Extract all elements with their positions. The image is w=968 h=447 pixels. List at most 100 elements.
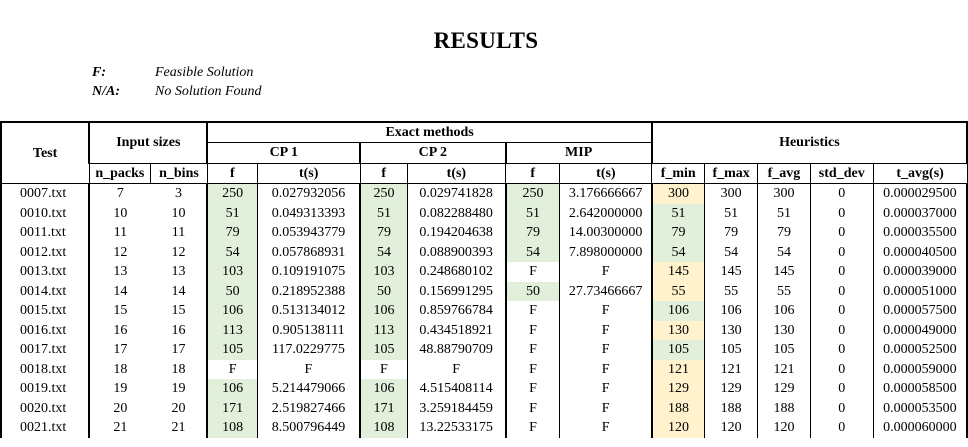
cell-cp1-t: 0.218952388 <box>256 281 361 301</box>
cell-cp1-t: 8.500796449 <box>256 418 361 438</box>
cell-f-min: 106 <box>650 301 705 321</box>
cell-cp2-t: 0.194204638 <box>406 223 506 243</box>
cell-f-max: 106 <box>704 301 758 321</box>
cell-t-avg: 0.000059000 <box>872 359 968 379</box>
cell-f-min: 145 <box>650 262 705 282</box>
header-mip-f: f <box>504 162 561 184</box>
cell-f-max: 130 <box>704 320 758 340</box>
table-row: 0017.txt 17 17 105 117.0229775 105 48.88790709… <box>0 340 968 360</box>
cell-cp1-f: 108 <box>206 418 258 438</box>
header-t-avg: t_avg(s) <box>872 162 968 184</box>
cell-f-min: 51 <box>650 203 705 223</box>
cell-test: 0013.txt <box>0 262 90 282</box>
cell-t-avg: 0.000040500 <box>872 242 968 262</box>
cell-cp2-f: F <box>359 359 408 379</box>
cell-test: 0019.txt <box>0 379 90 399</box>
cell-cp1-f: F <box>206 359 258 379</box>
cell-f-avg: 105 <box>757 340 811 360</box>
cell-n-packs: 10 <box>88 203 151 223</box>
cell-f-max: 79 <box>704 223 758 243</box>
cell-t-avg: 0.000052500 <box>872 340 968 360</box>
table-row: 0018.txt 18 18 F F F F F F 121 121 121 0 0.000059000 <box>0 359 968 379</box>
cell-n-bins: 17 <box>171 342 186 358</box>
cell-mip-f: F <box>504 262 560 282</box>
cell-n-packs: 20 <box>88 398 151 418</box>
cell-n-bins: 13 <box>171 264 186 280</box>
cell-n-packs: 12 <box>88 242 151 262</box>
cell-cp2-f: 50 <box>359 281 408 301</box>
cell-f-max: 55 <box>704 281 758 301</box>
cell-f-max: 51 <box>704 203 758 223</box>
cell-mip-f: F <box>504 359 560 379</box>
cell-cp1-t: 0.053943779 <box>256 223 361 243</box>
cell-n-bins: 20 <box>171 400 186 416</box>
header-f-avg: f_avg <box>757 162 811 184</box>
cell-f-avg: 129 <box>757 379 811 399</box>
header-n-packs: n_packs <box>88 162 152 184</box>
cell-t-avg: 0.000053500 <box>872 398 968 418</box>
cell-cp2-f: 103 <box>359 262 408 282</box>
cell-std-dev: 0 <box>809 359 874 379</box>
header-mip: MIP <box>504 142 652 164</box>
cell-t-avg: 0.000051000 <box>872 281 968 301</box>
cell-f-avg: 55 <box>757 281 811 301</box>
table-row: 0011.txt 11 11 79 0.053943779 79 0.194204638 79… <box>0 223 968 243</box>
cell-cp2-f: 51 <box>359 203 408 223</box>
cell-std-dev: 0 <box>809 301 874 321</box>
cell-n-packs: 14 <box>88 281 151 301</box>
cell-t-avg: 0.000049000 <box>872 320 968 340</box>
cell-cp1-f: 106 <box>206 301 258 321</box>
table-row: 0013.txt 13 13 103 0.109191075 103 0.248680102… <box>0 262 968 282</box>
cell-f-max: 145 <box>704 262 758 282</box>
legend-value-feasible: Feasible Solution <box>155 65 254 80</box>
cell-cp2-f: 106 <box>359 301 408 321</box>
cell-f-min: 120 <box>650 418 705 438</box>
cell-test: 0011.txt <box>0 223 90 243</box>
header-f-min: f_min <box>651 162 706 184</box>
cell-n-bins: 11 <box>171 225 186 241</box>
cell-mip-f: 51 <box>504 203 560 223</box>
cell-mip-t: F <box>559 320 652 340</box>
cell-cp1-t: F <box>256 359 361 379</box>
cell-cp1-f: 54 <box>206 242 258 262</box>
cell-std-dev: 0 <box>809 320 874 340</box>
table-row: 0012.txt 12 12 54 0.057868931 54 0.088900393 54… <box>0 242 968 262</box>
cell-mip-f: F <box>504 320 560 340</box>
cell-mip-t: F <box>559 398 652 418</box>
cell-cp2-t: F <box>406 359 506 379</box>
cell-mip-f: F <box>504 398 560 418</box>
header-n-bins: n_bins <box>150 162 208 184</box>
cell-test: 0015.txt <box>0 301 90 321</box>
cell-f-avg: 79 <box>757 223 811 243</box>
cell-cp1-t: 2.519827466 <box>256 398 361 418</box>
cell-n-bins: 10 <box>171 205 186 221</box>
cell-n-bins: 3 <box>174 186 182 202</box>
cell-cp1-t: 5.214479066 <box>256 379 361 399</box>
cell-cp1-f: 105 <box>206 340 258 360</box>
page-title: RESULTS <box>433 28 539 53</box>
cell-f-max: 188 <box>704 398 758 418</box>
cell-test: 0017.txt <box>0 340 90 360</box>
cell-cp2-t: 0.248680102 <box>406 262 506 282</box>
cell-cp2-t: 4.515408114 <box>406 379 506 399</box>
cell-f-avg: 121 <box>757 359 811 379</box>
cell-cp2-f: 105 <box>359 340 408 360</box>
cell-f-min: 130 <box>650 320 705 340</box>
cell-cp2-t: 0.156991295 <box>406 281 506 301</box>
cell-cp1-f: 51 <box>206 203 258 223</box>
cell-t-avg: 0.000060000 <box>872 418 968 438</box>
cell-mip-t: 3.176666667 <box>559 183 652 204</box>
cell-f-avg: 51 <box>757 203 811 223</box>
cell-n-packs: 15 <box>88 301 151 321</box>
cell-n-bins: 21 <box>171 420 186 436</box>
cell-f-avg: 54 <box>757 242 811 262</box>
cell-test: 0007.txt <box>0 183 90 204</box>
table-row: 0010.txt 10 10 51 0.049313393 51 0.082288480 51… <box>0 203 968 223</box>
cell-cp2-f: 106 <box>359 379 408 399</box>
cell-t-avg: 0.000058500 <box>872 379 968 399</box>
cell-f-min: 105 <box>650 340 705 360</box>
cell-f-min: 300 <box>650 183 705 204</box>
cell-cp1-f: 79 <box>206 223 258 243</box>
header-cp2-t: t(s) <box>406 162 507 184</box>
cell-cp2-t: 48.88790709 <box>406 340 506 360</box>
